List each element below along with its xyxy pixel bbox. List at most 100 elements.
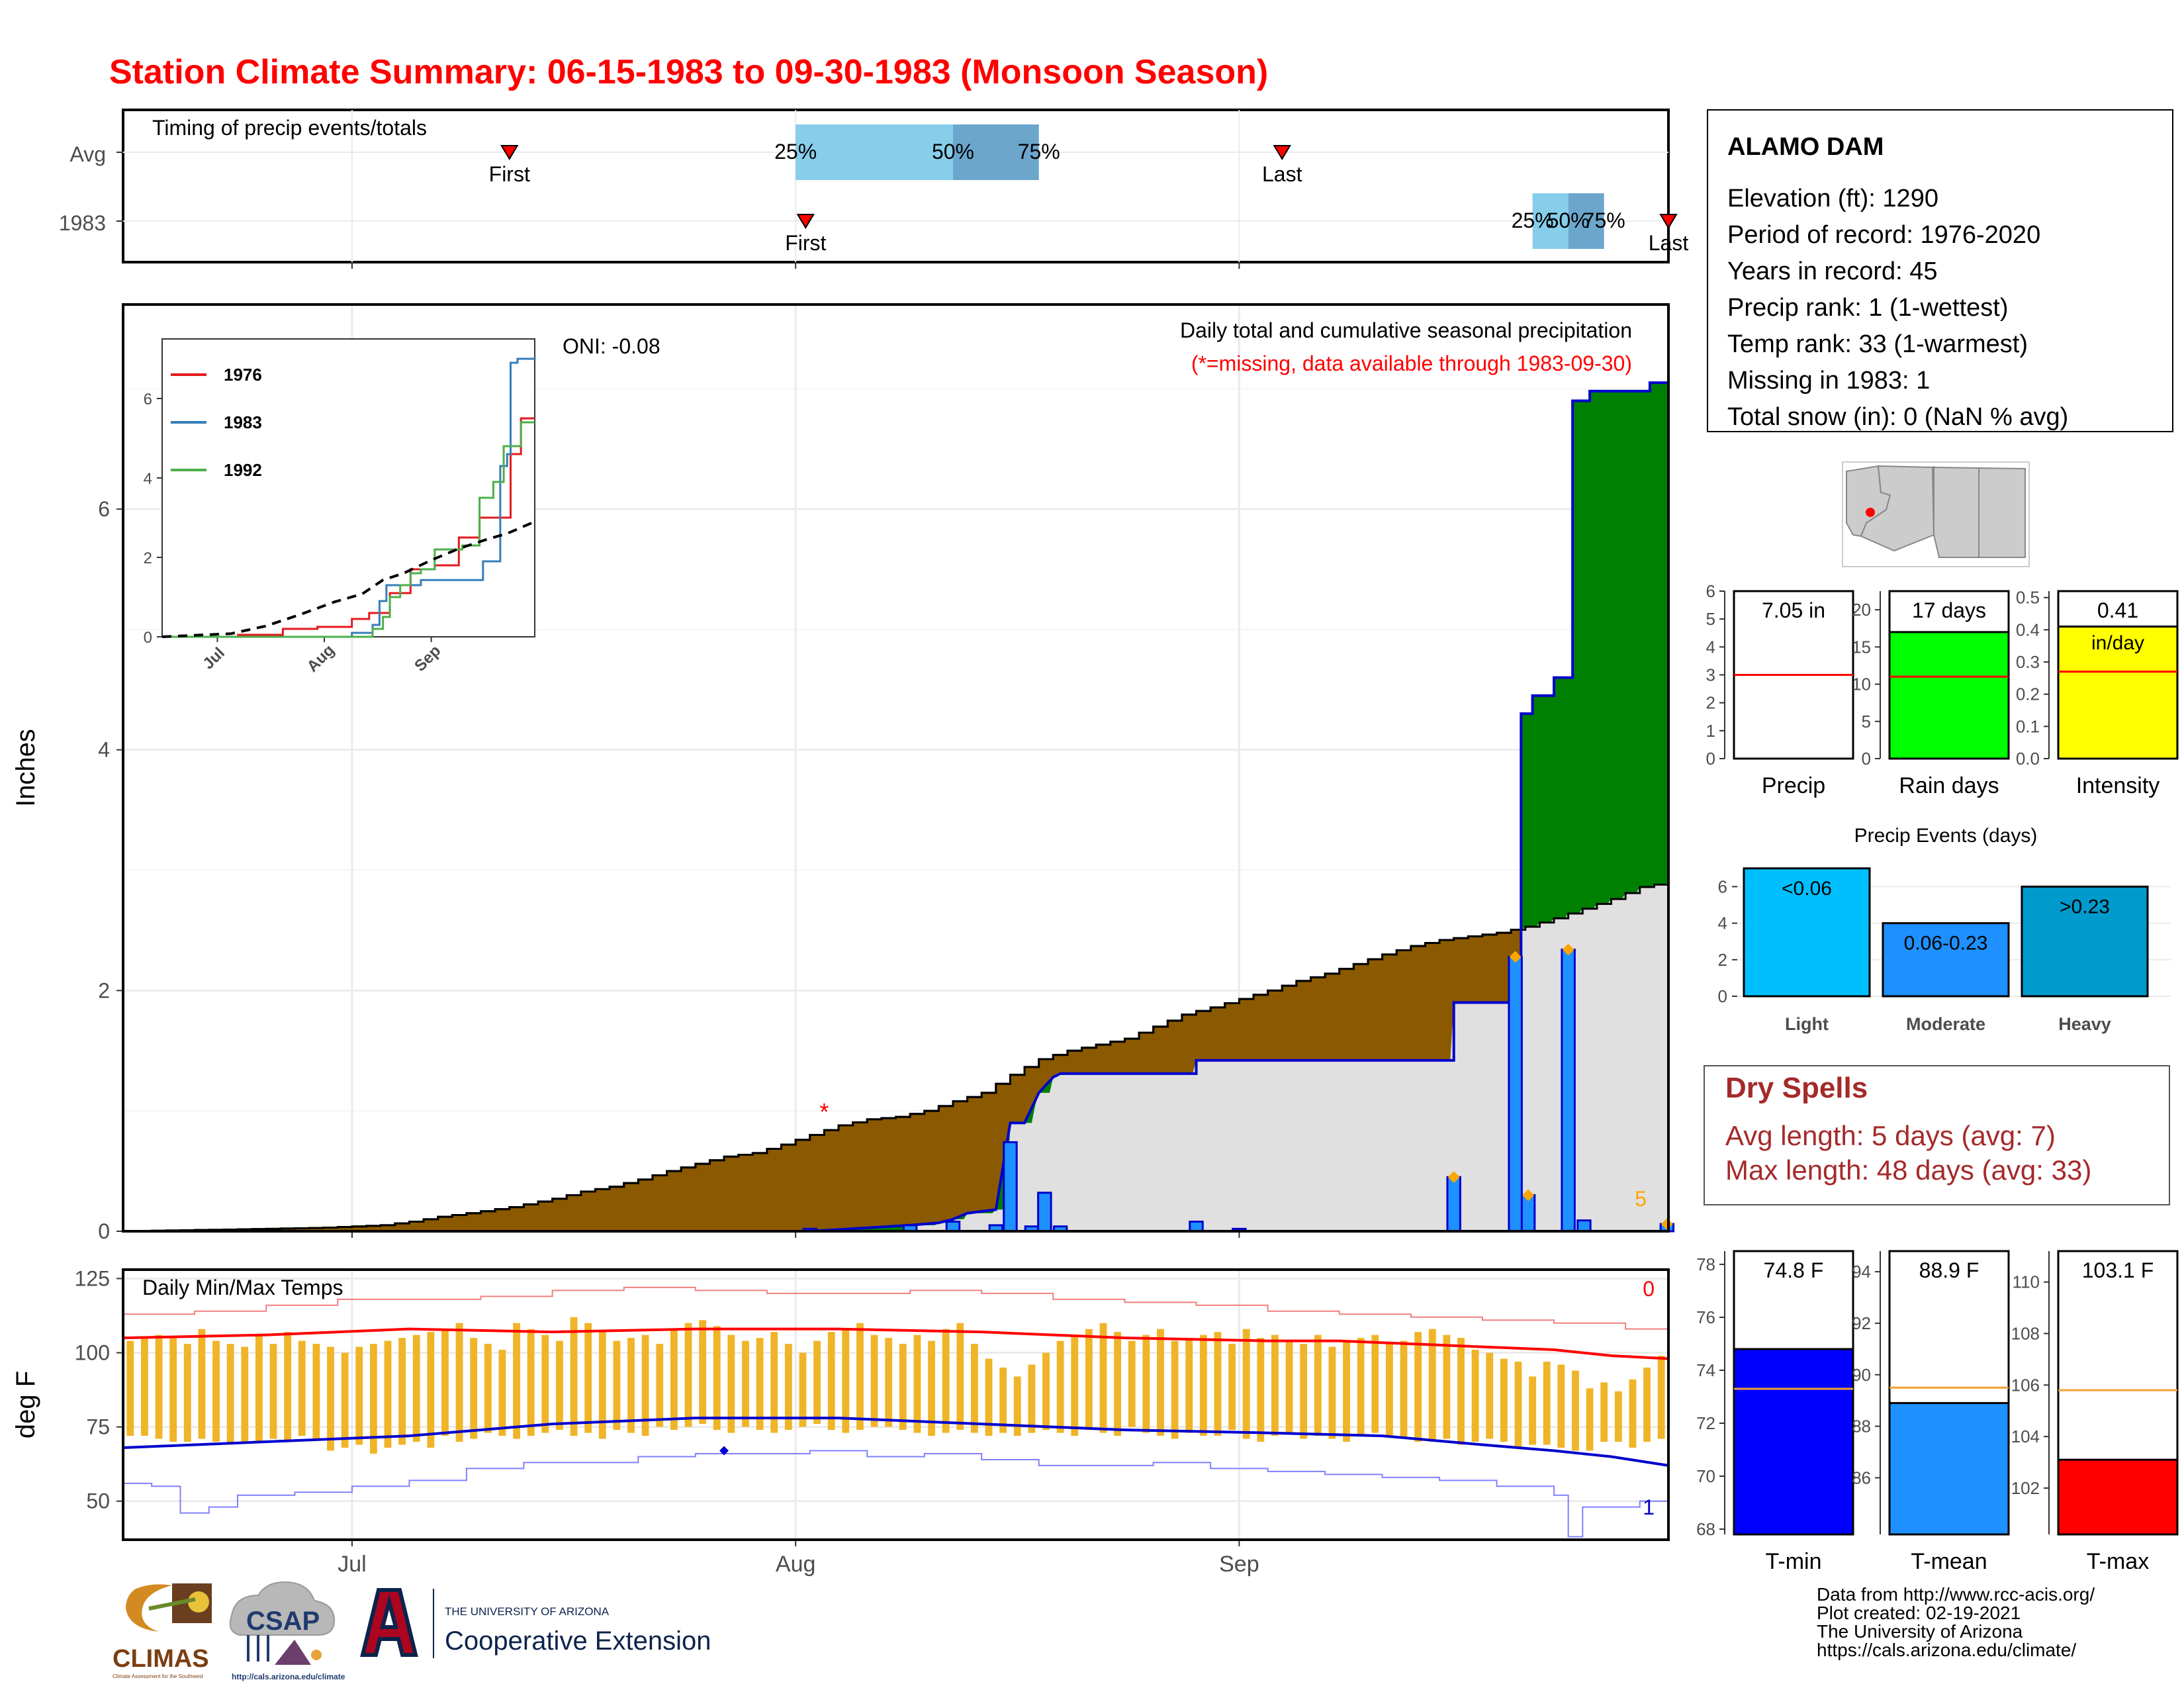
- events-bar-value: <0.06: [1782, 878, 1832, 900]
- events-tick-label: 6: [1718, 876, 1727, 896]
- daily-temp-range-bar: [369, 1344, 377, 1454]
- events-tick-label: 2: [1718, 950, 1727, 970]
- daily-temp-range-bar: [713, 1326, 721, 1430]
- extreme-precip-diamond: [1661, 1218, 1673, 1231]
- daily-temp-range-bar: [1114, 1332, 1122, 1436]
- climas-stroke: [148, 1597, 196, 1611]
- events-bar-light: [1743, 867, 1871, 998]
- temp_bars-value-label: 88.9 F: [1919, 1258, 1979, 1282]
- daily-temp-range-bar: [784, 1344, 792, 1430]
- stat_bars-value-label: 17 days: [1912, 598, 1986, 622]
- daily-temp-range-bar: [384, 1340, 392, 1448]
- precip-stat-bars: 0 1 2 3 4 5 6 7.05 in Precip 0 5 10 15 20 17 days Rain …: [1706, 581, 2179, 798]
- stat_bars-tick-label: 2: [1706, 693, 1715, 713]
- daily-temp-range-bar: [226, 1344, 234, 1445]
- daily-temp-range-bar: [842, 1329, 850, 1433]
- temp-title: Daily Min/Max Temps: [142, 1276, 343, 1299]
- temp-plot-bg: [123, 1270, 1668, 1540]
- stat_bars-tick-label: 0.4: [2016, 620, 2040, 639]
- ua-a-mark: [360, 1588, 418, 1657]
- daily-temp-range-bar: [1185, 1338, 1193, 1433]
- stat_bars-tick-label: 10: [1852, 675, 1871, 694]
- daily-temp-range-bar: [1557, 1364, 1565, 1448]
- record-min-line: [123, 1450, 1669, 1538]
- station-line: Missing in 1983: 1: [1727, 367, 1930, 395]
- temp_bars-tick-label: 92: [1852, 1313, 1871, 1333]
- daily-temp-range-bar: [155, 1335, 163, 1439]
- temp-frame: [122, 1268, 1670, 1541]
- daily-temp-range-bar: [584, 1323, 592, 1433]
- temp-y-tick-label: 75: [86, 1415, 110, 1439]
- precip-note: Daily total and cumulative seasonal prec…: [1180, 318, 1632, 342]
- station-line: Period of record: 1976-2020: [1727, 221, 2040, 249]
- daily-temp-range-bar: [799, 1352, 807, 1427]
- timing-q25-q50-bar: [1532, 193, 1569, 249]
- daily-temp-range-bar: [541, 1335, 549, 1433]
- daily-temp-range-bar: [470, 1338, 478, 1439]
- daily-precip-bar: [945, 1220, 961, 1233]
- daily-temp-range-bar: [870, 1335, 878, 1427]
- station-info-box: ALAMO DAM Elevation (ft): 1290 Period of…: [1707, 109, 2173, 432]
- timing-q50-label: 50%: [1547, 209, 1590, 232]
- daily-temp-range-bar: [1328, 1346, 1336, 1439]
- temp-stat-bars: 68 70 72 74 76 78 74.8 F T-min 86 88 90 92 94 88.9 F T…: [1696, 1250, 2179, 1574]
- daily-temp-range-bar: [1300, 1344, 1308, 1439]
- inset-series-1983: [162, 357, 536, 638]
- daily-temp-range-bar: [441, 1329, 449, 1436]
- inset-legend-label: 1992: [224, 460, 262, 480]
- station-line: Temp rank: 33 (1-warmest): [1727, 330, 2028, 358]
- main-y-tick-label: 4: [98, 738, 110, 762]
- inset-y-tick-label: 6: [144, 391, 152, 408]
- daily-temp-range-bar: [1643, 1367, 1651, 1442]
- stat_bars-tick-label: 6: [1706, 581, 1715, 601]
- daily-temp-range-bar: [770, 1332, 778, 1433]
- events-bar-value: 0.06-0.23: [1904, 933, 1988, 955]
- stat_bars-value-label: 7.05 in: [1762, 598, 1825, 622]
- daily-temp-range-bar: [269, 1344, 277, 1439]
- daily-temp-range-bar: [1285, 1340, 1293, 1433]
- stat_bars-tick-label: 0: [1862, 749, 1871, 769]
- daily-temp-range-bar: [556, 1340, 563, 1430]
- daily-temp-range-bar: [1242, 1329, 1250, 1439]
- daily-temp-range-bar: [913, 1335, 921, 1433]
- daily-temp-range-bar: [598, 1332, 606, 1439]
- daily-temp-range-bar: [1056, 1340, 1064, 1433]
- temp_bars-tick-label: 68: [1696, 1519, 1715, 1539]
- daily-temp-range-bar: [1257, 1338, 1265, 1442]
- stat_bars-tick-label: 5: [1862, 712, 1871, 731]
- timing-row-avg: Avg: [69, 142, 106, 166]
- csap-mountain: [275, 1640, 311, 1665]
- daily-temp-range-bar: [1657, 1356, 1665, 1439]
- daily-temp-range-bar: [856, 1323, 864, 1430]
- daily-temp-range-bar: [1457, 1338, 1465, 1445]
- daily-temp-range-bar: [570, 1317, 578, 1436]
- daily-temp-range-bar: [312, 1344, 320, 1439]
- events-category-label: Light: [1785, 1014, 1829, 1034]
- daily-temp-range-bar: [455, 1323, 463, 1442]
- daily-temp-range-bar: [641, 1335, 649, 1436]
- csap-wordmark: CSAP: [246, 1607, 320, 1636]
- daily-temp-range-bar: [1357, 1338, 1365, 1436]
- daily-temp-range-bar: [1013, 1376, 1021, 1436]
- temp_bars-tick-label: 106: [2011, 1375, 2040, 1395]
- daily-precip-bar: [1003, 1141, 1018, 1233]
- daily-temp-range-bar: [1128, 1340, 1136, 1427]
- stat_bars-name-label: Precip: [1762, 773, 1825, 798]
- timing-q25-q50-bar: [796, 124, 953, 180]
- main-y-label: Inches: [11, 729, 40, 807]
- extreme-precip-diamond: [1447, 1171, 1460, 1184]
- daily-temp-range-bar: [999, 1367, 1007, 1433]
- temp-count-top: 0: [1643, 1277, 1655, 1301]
- inset-series-avg: [161, 520, 535, 638]
- events-content: 0 2 4 6 <0.06 Light 0.06-0.23 Moderate >0.23 Heav…: [1718, 867, 2171, 1034]
- x-axis-month-label: Aug: [776, 1552, 816, 1577]
- stat_bars-tick-label: 15: [1852, 637, 1871, 657]
- events-bar-value: >0.23: [2060, 896, 2110, 917]
- events-bar-moderate: [1882, 922, 2010, 998]
- daily-temp-range-bar: [1157, 1329, 1164, 1436]
- timing-q50-q75-bar: [1568, 193, 1604, 249]
- daily-temp-range-bar: [827, 1332, 835, 1430]
- station-line: Years in record: 45: [1727, 258, 1938, 285]
